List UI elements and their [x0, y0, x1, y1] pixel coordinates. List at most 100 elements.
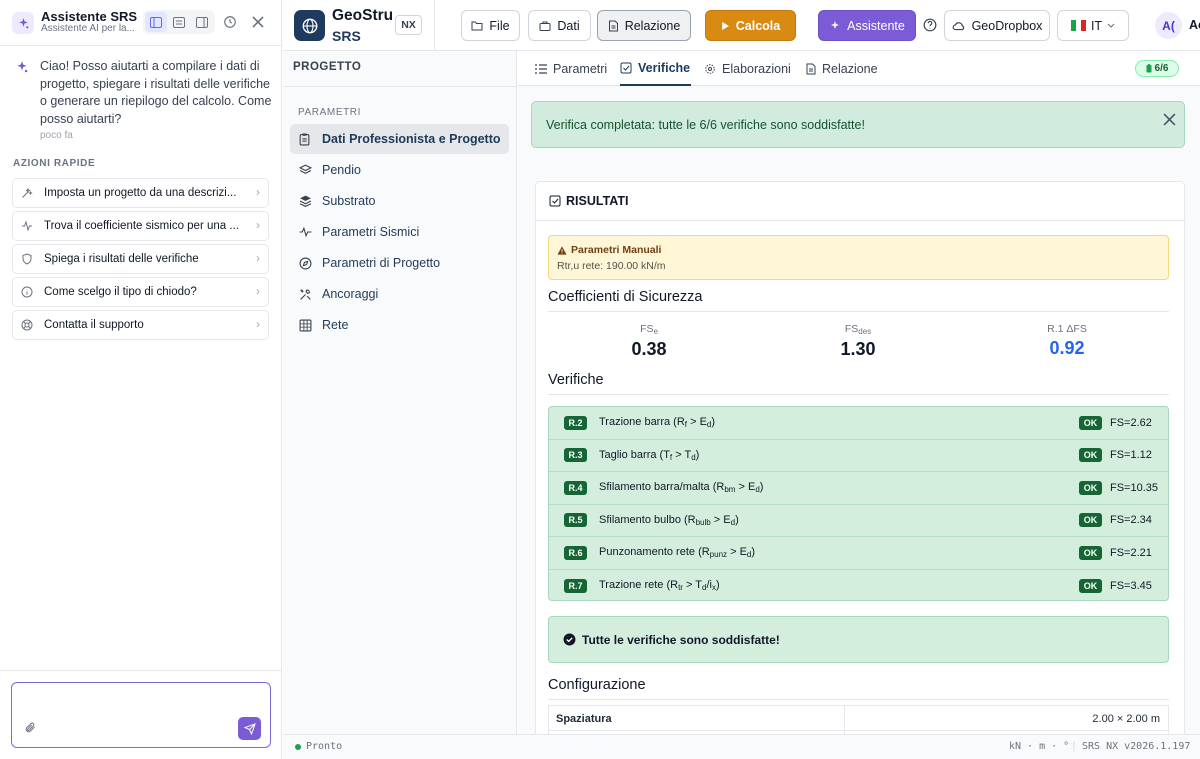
checks-table: R.2 Trazione barra (Rf > Ed) OK FS=2.62 …: [548, 406, 1169, 601]
quick-action-nail[interactable]: Come scelgo il tipo di chiodo? ›: [12, 277, 269, 307]
calcola-button[interactable]: Calcola: [705, 10, 796, 41]
history-icon[interactable]: [221, 13, 239, 31]
status-badge: OK: [1079, 415, 1102, 430]
tab-verifiche[interactable]: Verifiche: [620, 51, 692, 86]
dati-button[interactable]: Dati: [528, 10, 591, 41]
status-dot-icon: [295, 744, 301, 750]
quick-action-seismic[interactable]: Trova il coefficiente sismico per una ..…: [12, 211, 269, 241]
chevron-right-icon: ›: [256, 253, 260, 265]
tab-elaborazioni[interactable]: Elaborazioni: [704, 51, 791, 86]
check-fs: FS=3.45: [1110, 579, 1152, 592]
check-circle-icon: [563, 633, 576, 646]
cloud-icon: [952, 22, 964, 31]
send-button[interactable]: [238, 717, 261, 740]
check-description: Sfilamento bulbo (Rbulb > Ed): [599, 513, 739, 527]
geodropbox-button[interactable]: GeoDropbox: [944, 10, 1050, 41]
check-fs: FS=10.35: [1110, 481, 1159, 494]
nav-item-ancoraggi[interactable]: Ancoraggi: [290, 279, 509, 309]
nav-item-substrato[interactable]: Substrato: [290, 186, 509, 216]
results-title: RISULTATI: [549, 194, 629, 208]
quick-action-label: Spiega i risultati delle verifiche: [44, 253, 199, 265]
chevron-right-icon: ›: [256, 319, 260, 331]
sparkle-icon: [831, 20, 840, 29]
assistant-avatar-icon: [13, 58, 31, 76]
check-description: Trazione rete (Rtr > Td/ix): [599, 579, 720, 593]
quick-action-label: Imposta un progetto da una descrizi...: [44, 187, 237, 199]
table-row: R.5 Sfilamento bulbo (Rbulb > Ed) OK FS=…: [549, 505, 1168, 537]
relazione-button[interactable]: Relazione: [597, 10, 691, 41]
check-fs: FS=1.12: [1110, 449, 1152, 462]
magic-wand-icon: [21, 187, 37, 199]
coeff-label: FSdes: [844, 323, 872, 336]
nav-item-label: Ancoraggi: [322, 287, 379, 301]
briefcase-icon: [539, 21, 551, 31]
calcola-button-label: Calcola: [735, 18, 781, 33]
panel-center-icon[interactable]: [168, 12, 190, 32]
stack-icon: [299, 195, 313, 207]
quick-action-setup[interactable]: Imposta un progetto da una descrizi... ›: [12, 178, 269, 208]
status-bar: Pronto kN · m · ° | SRS NX v2026.1.197: [283, 734, 1200, 759]
nav-item-label: Rete: [322, 318, 349, 332]
warning-title: Parametri Manuali: [557, 244, 661, 256]
avatar[interactable]: A(: [1155, 12, 1182, 39]
all-ok-text: Tutte le verifiche sono soddisfatte!: [582, 632, 780, 647]
warning-title-text: Parametri Manuali: [571, 244, 662, 256]
status-badge: OK: [1079, 545, 1102, 560]
view-switcher: [143, 10, 215, 34]
language-select[interactable]: IT: [1057, 10, 1129, 41]
assistant-message: Ciao! Posso aiutarti a compilare i dati …: [40, 59, 272, 126]
quick-action-label: Contatta il supporto: [44, 319, 144, 331]
nav-item-pendio[interactable]: Pendio: [290, 155, 509, 185]
assistant-subtitle: Assistente AI per la...: [41, 23, 135, 34]
checkbox-icon: [549, 195, 561, 207]
coeff-title: Coefficienti di Sicurezza: [548, 289, 703, 305]
geodropbox-label: GeoDropbox: [971, 18, 1043, 33]
divider: [548, 394, 1169, 395]
divider: [536, 220, 1186, 221]
sparkle-icon: [12, 12, 34, 34]
paperclip-icon[interactable]: [24, 720, 36, 737]
nav-item-rete[interactable]: Rete: [290, 310, 509, 340]
coeff-delta-fs: R.1 ΔFS 0.92: [967, 323, 1167, 359]
nav-section-title: PARAMETRI: [298, 107, 361, 118]
brand-name: GeoStru: [332, 7, 394, 24]
tab-parametri[interactable]: Parametri: [535, 51, 607, 86]
document-icon: [608, 20, 618, 31]
user-name[interactable]: Ac: [1189, 18, 1200, 32]
all-ok-banner: Tutte le verifiche sono soddisfatte!: [548, 616, 1169, 663]
assistente-button[interactable]: Assistente: [818, 10, 916, 41]
chat-input[interactable]: [11, 682, 271, 748]
tab-label: Verifiche: [638, 60, 691, 75]
table-row: R.4 Sfilamento barra/malta (Rbm > Ed) OK…: [549, 472, 1168, 505]
main-content: Verifica completata: tutte le 6/6 verifi…: [518, 86, 1200, 734]
divider: [549, 730, 1170, 731]
quick-actions-title: AZIONI RAPIDE: [13, 158, 96, 169]
nav-item-parametri-progetto[interactable]: Parametri di Progetto: [290, 248, 509, 278]
globe-logo-icon: [294, 10, 325, 41]
close-icon[interactable]: [249, 13, 267, 31]
quick-action-support[interactable]: Contatta il supporto ›: [12, 310, 269, 340]
top-bar: GeoStru SRS NX File Dati Relazione Calco…: [283, 0, 1200, 51]
tab-relazione[interactable]: Relazione: [806, 51, 878, 86]
divider: [283, 86, 517, 87]
close-icon[interactable]: [1163, 113, 1176, 129]
panel-left-icon[interactable]: [145, 12, 168, 32]
nav-item-parametri-sismici[interactable]: Parametri Sismici: [290, 217, 509, 247]
help-icon[interactable]: [923, 18, 937, 35]
progress-badge: 6/6: [1135, 60, 1179, 77]
lifebuoy-icon: [21, 319, 37, 331]
progress-badge-label: 6/6: [1154, 63, 1169, 74]
check-fs: FS=2.34: [1110, 514, 1152, 527]
coeff-fsdes: FSdes 1.30: [758, 323, 958, 360]
table-row: R.3 Taglio barra (Tf > Td) OK FS=1.12: [549, 440, 1168, 472]
nav-item-dati-professionista[interactable]: Dati Professionista e Progetto: [290, 124, 509, 154]
nav-item-label: Parametri Sismici: [322, 225, 420, 239]
pulse-icon: [299, 226, 313, 238]
activity-icon: [21, 220, 37, 232]
file-button[interactable]: File: [461, 10, 520, 41]
language-label: IT: [1090, 18, 1103, 33]
relazione-button-label: Relazione: [624, 18, 681, 33]
status-badge: OK: [1079, 513, 1102, 528]
quick-action-explain[interactable]: Spiega i risultati delle verifiche ›: [12, 244, 269, 274]
panel-right-icon[interactable]: [191, 12, 213, 32]
